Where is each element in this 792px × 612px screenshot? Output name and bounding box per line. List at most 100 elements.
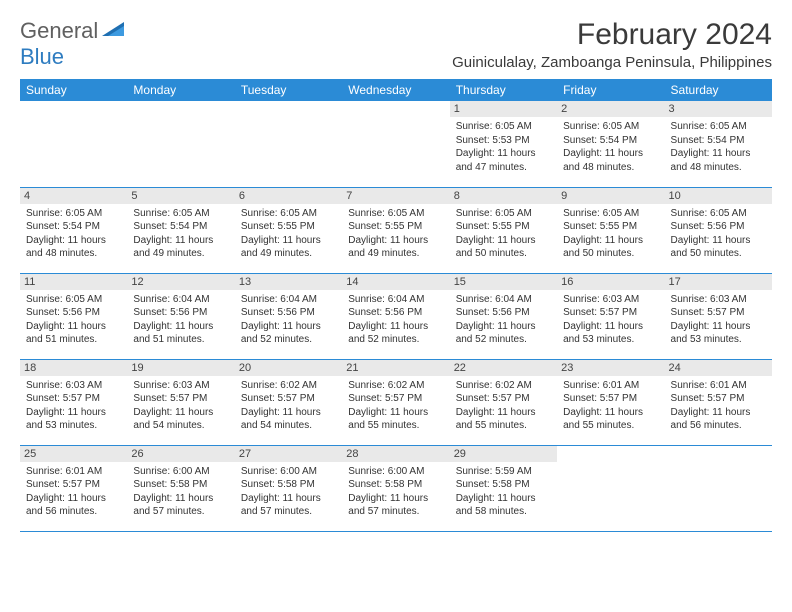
calendar-cell: 28 Sunrise: 6:00 AMSunset: 5:58 PMDayligh… xyxy=(342,445,449,531)
daylight-text: Daylight: 11 hours and 51 minutes. xyxy=(26,320,121,347)
day-number: 16 xyxy=(557,274,664,290)
day-number xyxy=(127,101,234,117)
daylight-text: Daylight: 11 hours and 58 minutes. xyxy=(456,492,551,519)
daylight-text: Daylight: 11 hours and 52 minutes. xyxy=(348,320,443,347)
day-number: 6 xyxy=(235,188,342,204)
calendar-cell: 18Sunrise: 6:03 AMSunset: 5:57 PMDayligh… xyxy=(20,359,127,445)
daylight-text: Daylight: 11 hours and 53 minutes. xyxy=(563,320,658,347)
cell-body: Sunrise: 6:05 AMSunset: 5:56 PMDaylight:… xyxy=(671,207,766,261)
cell-body: Sunrise: 6:04 AMSunset: 5:56 PMDaylight:… xyxy=(241,293,336,347)
cell-body: Sunrise: 6:04 AMSunset: 5:56 PMDaylight:… xyxy=(348,293,443,347)
calendar-cell: 14Sunrise: 6:04 AMSunset: 5:56 PMDayligh… xyxy=(342,273,449,359)
calendar-cell: 25Sunrise: 6:01 AMSunset: 5:57 PMDayligh… xyxy=(20,445,127,531)
sunrise-text: Sunrise: 6:00 AM xyxy=(348,465,443,479)
calendar-week-row: 4Sunrise: 6:05 AMSunset: 5:54 PMDaylight… xyxy=(20,187,772,273)
sunset-text: Sunset: 5:55 PM xyxy=(241,220,336,234)
daylight-text: Daylight: 11 hours and 57 minutes. xyxy=(348,492,443,519)
calendar-cell: 19Sunrise: 6:03 AMSunset: 5:57 PMDayligh… xyxy=(127,359,234,445)
calendar-cell: 4Sunrise: 6:05 AMSunset: 5:54 PMDaylight… xyxy=(20,187,127,273)
day-number: 27 xyxy=(235,446,342,462)
sunset-text: Sunset: 5:54 PM xyxy=(563,134,658,148)
sunrise-text: Sunrise: 6:03 AM xyxy=(26,379,121,393)
sunrise-text: Sunrise: 6:04 AM xyxy=(456,293,551,307)
weekday-header: Wednesday xyxy=(342,79,449,101)
sunrise-text: Sunrise: 6:05 AM xyxy=(563,207,658,221)
sunrise-text: Sunrise: 6:01 AM xyxy=(563,379,658,393)
sunset-text: Sunset: 5:56 PM xyxy=(241,306,336,320)
day-number xyxy=(342,101,449,117)
sunset-text: Sunset: 5:54 PM xyxy=(671,134,766,148)
daylight-text: Daylight: 11 hours and 51 minutes. xyxy=(133,320,228,347)
day-number xyxy=(235,101,342,117)
logo-triangle-icon xyxy=(102,16,124,42)
cell-body: Sunrise: 6:00 AMSunset: 5:58 PMDaylight:… xyxy=(348,465,443,519)
cell-body: Sunrise: 6:05 AMSunset: 5:54 PMDaylight:… xyxy=(563,120,658,174)
daylight-text: Daylight: 11 hours and 56 minutes. xyxy=(671,406,766,433)
brand-part2: Blue xyxy=(20,44,64,70)
day-number: 1 xyxy=(450,101,557,117)
day-number xyxy=(665,446,772,462)
weekday-header: Saturday xyxy=(665,79,772,101)
sunrise-text: Sunrise: 6:03 AM xyxy=(671,293,766,307)
day-number: 28 xyxy=(342,446,449,462)
sunset-text: Sunset: 5:57 PM xyxy=(26,478,121,492)
sunrise-text: Sunrise: 6:05 AM xyxy=(241,207,336,221)
sunset-text: Sunset: 5:54 PM xyxy=(26,220,121,234)
day-number: 9 xyxy=(557,188,664,204)
day-number: 19 xyxy=(127,360,234,376)
brand-logo: General xyxy=(20,18,124,44)
sunset-text: Sunset: 5:56 PM xyxy=(348,306,443,320)
weekday-header-row: Sunday Monday Tuesday Wednesday Thursday… xyxy=(20,79,772,101)
cell-body: Sunrise: 6:00 AMSunset: 5:58 PMDaylight:… xyxy=(241,465,336,519)
calendar-cell: 5Sunrise: 6:05 AMSunset: 5:54 PMDaylight… xyxy=(127,187,234,273)
daylight-text: Daylight: 11 hours and 53 minutes. xyxy=(26,406,121,433)
sunset-text: Sunset: 5:57 PM xyxy=(348,392,443,406)
cell-body: Sunrise: 6:05 AMSunset: 5:54 PMDaylight:… xyxy=(671,120,766,174)
sunset-text: Sunset: 5:56 PM xyxy=(133,306,228,320)
sunrise-text: Sunrise: 6:05 AM xyxy=(348,207,443,221)
calendar-body: 1 Sunrise: 6:05 AMSunset: 5:53 PMDaylight… xyxy=(20,101,772,531)
daylight-text: Daylight: 11 hours and 57 minutes. xyxy=(133,492,228,519)
sunset-text: Sunset: 5:58 PM xyxy=(133,478,228,492)
sunset-text: Sunset: 5:55 PM xyxy=(348,220,443,234)
cell-body: Sunrise: 6:03 AMSunset: 5:57 PMDaylight:… xyxy=(563,293,658,347)
calendar-cell xyxy=(557,445,664,531)
calendar-cell: 21Sunrise: 6:02 AMSunset: 5:57 PMDayligh… xyxy=(342,359,449,445)
calendar-cell xyxy=(127,101,234,187)
day-number xyxy=(20,101,127,117)
daylight-text: Daylight: 11 hours and 49 minutes. xyxy=(348,234,443,261)
cell-body: Sunrise: 6:05 AMSunset: 5:53 PMDaylight:… xyxy=(456,120,551,174)
sunrise-text: Sunrise: 6:02 AM xyxy=(241,379,336,393)
title-block: February 2024 Guiniculalay, Zamboanga Pe… xyxy=(452,18,772,71)
sunrise-text: Sunrise: 6:02 AM xyxy=(456,379,551,393)
sunset-text: Sunset: 5:55 PM xyxy=(563,220,658,234)
weekday-header: Friday xyxy=(557,79,664,101)
calendar-cell: 16 Sunrise: 6:03 AMSunset: 5:57 PMDayligh… xyxy=(557,273,664,359)
calendar-cell: 1 Sunrise: 6:05 AMSunset: 5:53 PMDaylight… xyxy=(450,101,557,187)
daylight-text: Daylight: 11 hours and 47 minutes. xyxy=(456,147,551,174)
day-number: 17 xyxy=(665,274,772,290)
cell-body: Sunrise: 6:01 AMSunset: 5:57 PMDaylight:… xyxy=(671,379,766,433)
sunrise-text: Sunrise: 6:05 AM xyxy=(456,207,551,221)
cell-body: Sunrise: 6:01 AMSunset: 5:57 PMDaylight:… xyxy=(563,379,658,433)
daylight-text: Daylight: 11 hours and 54 minutes. xyxy=(133,406,228,433)
sunset-text: Sunset: 5:57 PM xyxy=(671,392,766,406)
cell-body: Sunrise: 5:59 AMSunset: 5:58 PMDaylight:… xyxy=(456,465,551,519)
daylight-text: Daylight: 11 hours and 48 minutes. xyxy=(671,147,766,174)
calendar-cell: 11Sunrise: 6:05 AMSunset: 5:56 PMDayligh… xyxy=(20,273,127,359)
daylight-text: Daylight: 11 hours and 48 minutes. xyxy=(26,234,121,261)
day-number: 24 xyxy=(665,360,772,376)
sunrise-text: Sunrise: 6:05 AM xyxy=(133,207,228,221)
calendar-cell: 2Sunrise: 6:05 AMSunset: 5:54 PMDaylight… xyxy=(557,101,664,187)
calendar-cell: 6Sunrise: 6:05 AMSunset: 5:55 PMDaylight… xyxy=(235,187,342,273)
sunrise-text: Sunrise: 6:05 AM xyxy=(671,120,766,134)
daylight-text: Daylight: 11 hours and 48 minutes. xyxy=(563,147,658,174)
calendar-cell: 15Sunrise: 6:04 AMSunset: 5:56 PMDayligh… xyxy=(450,273,557,359)
sunset-text: Sunset: 5:54 PM xyxy=(133,220,228,234)
calendar-cell: 27 Sunrise: 6:00 AMSunset: 5:58 PMDayligh… xyxy=(235,445,342,531)
day-number: 13 xyxy=(235,274,342,290)
daylight-text: Daylight: 11 hours and 55 minutes. xyxy=(348,406,443,433)
sunrise-text: Sunrise: 6:05 AM xyxy=(456,120,551,134)
day-number: 15 xyxy=(450,274,557,290)
calendar-cell: 12Sunrise: 6:04 AMSunset: 5:56 PMDayligh… xyxy=(127,273,234,359)
